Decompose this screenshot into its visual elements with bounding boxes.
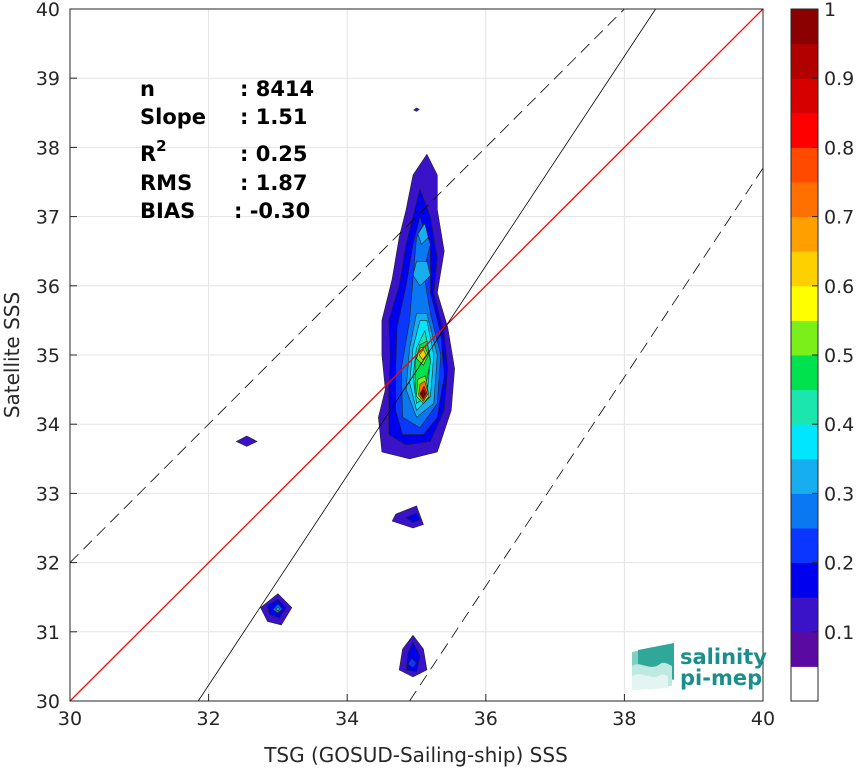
x-axis-label: TSG (GOSUD-Sailing-ship) SSS [263,743,568,767]
y-tick-label-35: 35 [36,345,60,367]
colorbar-band-13 [791,216,818,252]
contour-cluster-small-39 [413,107,420,112]
colorbar-tick-label-0.5: 0.5 [824,345,854,367]
colorbar-tick-label-1: 1 [824,0,836,21]
y-axis-label: Satellite SSS [0,292,24,418]
x-tick-label-40: 40 [751,708,775,730]
y-tick-label-40: 40 [36,0,60,21]
x-tick-label-34: 34 [335,708,359,730]
colorbar-band-1 [791,631,818,667]
colorbar-band-3 [791,562,818,598]
y-axis-ticks: 30 31 32 33 34 35 36 37 38 39 40 [36,0,77,713]
stat-value-n: : 8414 [240,77,314,101]
y-tick-label-38: 38 [36,137,60,159]
stat-value-r2: : 0.25 [240,142,308,166]
colorbar-band-9 [791,355,818,391]
logo-text-salinity: salinity [680,645,767,669]
colorbar [791,9,818,702]
colorbar-band-12 [791,251,818,287]
colorbar-band-8 [791,389,818,425]
stat-label-rms: RMS [140,171,192,195]
colorbar-band-0 [791,666,818,702]
x-axis-ticks: 30 32 34 36 38 40 [58,694,775,730]
y-tick-label-34: 34 [36,414,60,436]
upper-bound-dashed-line [70,9,625,563]
colorbar-tick-label-0.2: 0.2 [824,553,854,575]
y-tick-label-39: 39 [36,68,60,90]
y-tick-label-30: 30 [36,691,60,713]
colorbar-band-6 [791,458,818,494]
colorbar-band-16 [791,112,818,148]
contour-left-33.7-level-0 [236,435,258,447]
wave-logo-icon [632,643,674,690]
y-tick-label-32: 32 [36,553,60,575]
colorbar-tick-label-0.8: 0.8 [824,137,854,159]
y-tick-label-37: 37 [36,207,60,229]
lower-bound-dashed-line [409,167,763,701]
regression-line [197,9,656,701]
one-to-one-line [70,9,763,701]
contour-cluster-left-33.7 [236,435,258,447]
stat-value-rms: : 1.87 [240,171,308,195]
colorbar-band-17 [791,78,818,114]
density-contours [236,107,455,678]
colorbar-band-4 [791,528,818,564]
colorbar-tick-label-0.9: 0.9 [824,68,854,90]
statistics-box: n : 8414 Slope : 1.51 R2 : 0.25 RMS : 1.… [140,77,314,223]
colorbar-ticks: 0.1 0.2 0.3 0.4 0.5 0.6 0.7 0.8 0.9 1 [812,0,854,644]
x-tick-label-36: 36 [474,708,498,730]
x-tick-label-30: 30 [58,708,82,730]
colorbar-tick-label-0.6: 0.6 [824,276,854,298]
x-tick-label-38: 38 [612,708,636,730]
contour-main-level-5 [412,261,431,287]
salinity-pi-mep-logo: salinity pi-mep [632,643,767,690]
stat-value-bias: : -0.30 [234,199,310,223]
colorbar-tick-label-0.4: 0.4 [824,414,854,436]
contour-cluster-main [378,154,455,460]
contour-center-30.6-level-2 [407,657,417,669]
y-tick-label-36: 36 [36,276,60,298]
colorbar-band-14 [791,182,818,218]
stat-label-r-superscript: 2 [156,137,166,155]
colorbar-tick-label-0.1: 0.1 [824,622,854,644]
colorbar-tick-label-0.3: 0.3 [824,483,854,505]
contour-cluster-center-30.6 [398,634,428,678]
colorbar-band-11 [791,285,818,321]
colorbar-band-7 [791,424,818,460]
contour-left-31.3-level-3 [275,606,281,612]
stat-label-bias: BIAS [140,199,195,223]
colorbar-band-19 [791,9,818,45]
colorbar-band-10 [791,320,818,356]
stat-label-r: R [140,142,156,166]
stat-label-r2: R2 [140,137,167,166]
colorbar-band-15 [791,147,818,183]
reference-lines [70,9,763,701]
colorbar-band-2 [791,597,818,633]
contour-center-32.7-level-1 [405,512,421,523]
stat-label-slope: Slope [140,105,206,129]
colorbar-band-5 [791,493,818,529]
colorbar-band-18 [791,43,818,79]
contour-main-level-6 [417,223,429,245]
contour-cluster-center-32.7 [391,505,424,529]
logo-text-pi-mep: pi-mep [680,666,762,690]
contour-main-level-15 [420,389,426,399]
y-tick-label-31: 31 [36,622,60,644]
stat-value-slope: : 1.51 [240,105,308,129]
stat-label-n: n [140,77,155,101]
contour-main-level-12 [418,349,427,361]
x-tick-label-32: 32 [197,708,221,730]
contour-cluster-left-31.3 [260,593,293,626]
y-tick-label-33: 33 [36,483,60,505]
contour-small-39-level-0 [413,107,420,112]
colorbar-tick-label-0.7: 0.7 [824,207,854,229]
